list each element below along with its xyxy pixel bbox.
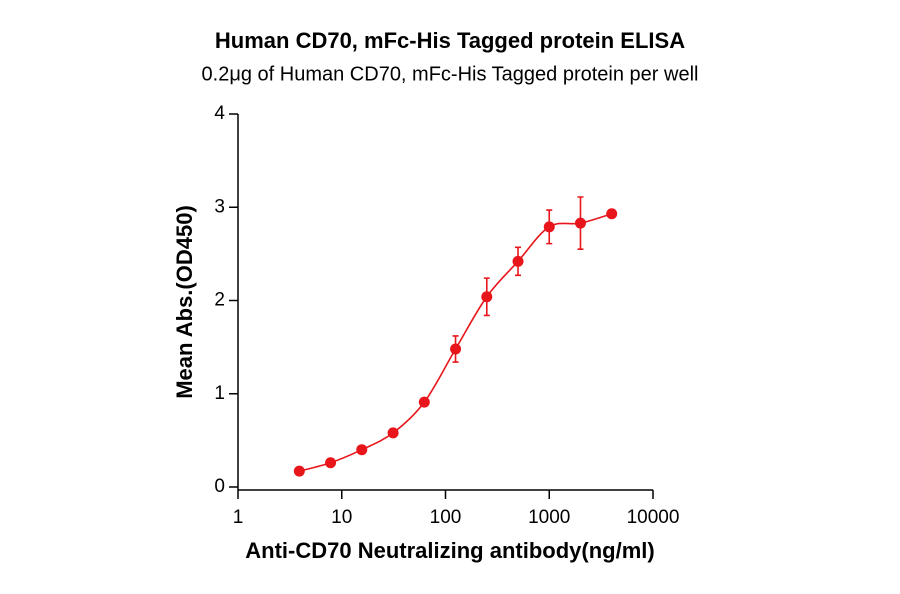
y-tick-label: 2 bbox=[214, 290, 225, 311]
y-tick-label: 1 bbox=[214, 383, 225, 404]
x-tick-label: 100 bbox=[430, 507, 462, 528]
data-point bbox=[574, 217, 586, 229]
data-point bbox=[512, 255, 524, 267]
x-tick-label: 1000 bbox=[528, 507, 570, 528]
y-tick-label: 3 bbox=[214, 196, 225, 217]
data-point bbox=[543, 221, 555, 233]
x-tick-label: 1 bbox=[233, 507, 244, 528]
data-point bbox=[293, 465, 305, 477]
y-tick-label: 4 bbox=[214, 103, 225, 124]
data-point bbox=[606, 208, 618, 220]
data-point bbox=[387, 427, 399, 439]
chart-subtitle: 0.2μg of Human CD70, mFc-His Tagged prot… bbox=[202, 63, 699, 85]
data-point bbox=[356, 444, 368, 456]
x-tick-label: 10000 bbox=[627, 507, 680, 528]
data-point bbox=[325, 457, 337, 469]
data-point bbox=[481, 291, 493, 303]
y-axis-label: Mean Abs.(OD450) bbox=[172, 205, 197, 399]
x-tick-label: 10 bbox=[331, 507, 352, 528]
data-point bbox=[418, 396, 430, 408]
data-point bbox=[450, 343, 462, 355]
y-tick-label: 0 bbox=[214, 476, 225, 497]
x-axis-label: Anti-CD70 Neutralizing antibody(ng/ml) bbox=[245, 538, 654, 563]
chart-title: Human CD70, mFc-His Tagged protein ELISA bbox=[215, 28, 685, 53]
